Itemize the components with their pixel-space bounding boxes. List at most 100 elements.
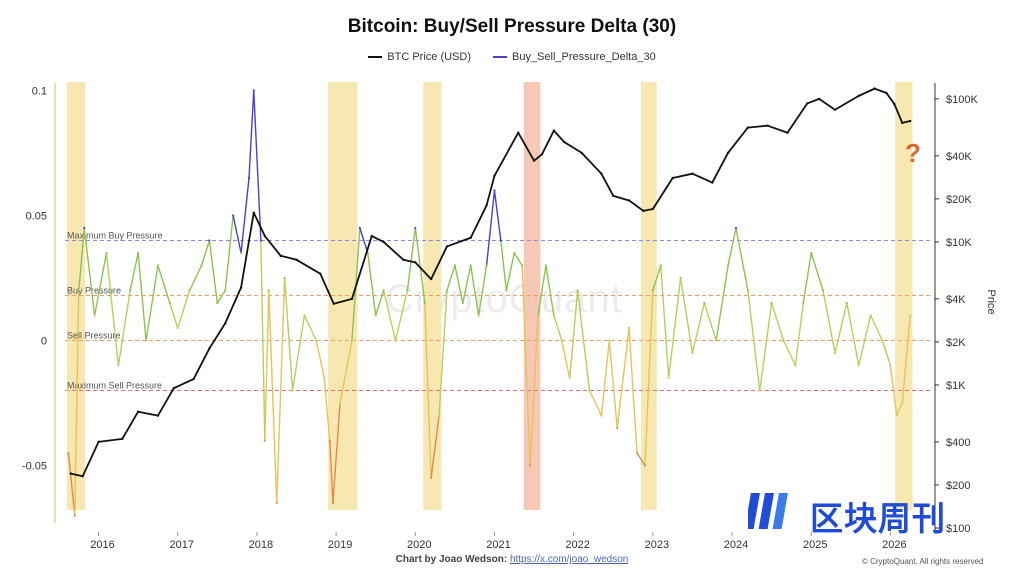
btc-price-point — [766, 124, 769, 127]
delta-series-segment — [896, 402, 903, 417]
delta-series-segment — [315, 339, 325, 379]
btc-price-point — [402, 258, 405, 262]
delta-series-point — [746, 289, 749, 292]
delta-series-segment — [276, 277, 286, 504]
delta-series-segment — [493, 189, 502, 242]
btc-price-point — [552, 129, 556, 132]
btc-price-point — [691, 172, 694, 175]
delta-series-segment — [339, 339, 353, 404]
delta-series-point — [544, 264, 548, 267]
delta-series-point — [889, 364, 892, 367]
x-axis-tick-label: 2023 — [645, 539, 669, 551]
legend-swatch-btc-price — [368, 56, 383, 58]
right-axis-title: Price — [985, 289, 997, 314]
delta-series-segment — [145, 264, 159, 342]
right-axis-tick-label: $100K — [946, 94, 978, 106]
delta-series-segment — [240, 177, 250, 254]
delta-series-segment — [834, 302, 848, 354]
btc-price-point — [651, 207, 655, 211]
delta-series-segment — [735, 227, 749, 292]
delta-series-segment — [406, 227, 416, 292]
delta-series-segment — [901, 314, 911, 404]
delta-series-point — [137, 251, 140, 255]
btc-price-point — [540, 153, 544, 156]
delta-series-point — [521, 264, 524, 267]
delta-series-segment — [446, 264, 456, 292]
delta-series-point — [291, 389, 294, 392]
delta-series-segment — [802, 252, 812, 304]
delta-series-point — [200, 264, 203, 267]
btc-price-point — [600, 172, 603, 175]
btc-price-point — [224, 322, 227, 325]
delta-series-point — [576, 289, 579, 292]
delta-series-point — [83, 226, 86, 230]
delta-series-point — [303, 314, 306, 317]
delta-series-segment — [747, 289, 761, 392]
x-axis-tick-label: 2016 — [90, 539, 114, 551]
delta-series-segment — [782, 339, 797, 367]
delta-series-segment — [323, 377, 331, 442]
delta-series-point — [529, 464, 532, 467]
x-axis-tick-label: 2024 — [724, 539, 748, 551]
delta-series-point — [252, 89, 255, 92]
delta-series-point — [406, 289, 409, 292]
delta-series-point — [328, 439, 331, 442]
delta-series-segment — [430, 414, 440, 479]
delta-series-point — [802, 301, 805, 305]
delta-series-point — [117, 364, 120, 367]
delta-series-segment — [477, 264, 488, 317]
delta-series-segment — [537, 264, 547, 317]
delta-series-segment — [414, 227, 426, 304]
delta-series-segment — [157, 264, 171, 304]
delta-series-point — [869, 314, 872, 317]
footer-link[interactable]: https://x.com/joao_wedson — [509, 554, 629, 565]
delta-series-point — [821, 289, 825, 292]
right-axis-tick-label: $4K — [946, 294, 966, 306]
legend-label-delta: Buy_Sell_Pressure_Delta_30 — [512, 51, 656, 63]
delta-series-segment — [375, 289, 385, 317]
btc-price-point — [350, 297, 354, 301]
delta-series-point — [667, 376, 670, 380]
delta-series-segment — [224, 214, 234, 292]
delta-series-point — [283, 276, 286, 280]
right-axis-tick-label: $2K — [946, 337, 966, 349]
delta-series-point — [263, 439, 266, 442]
delta-series-segment — [438, 289, 448, 417]
delta-series-segment — [703, 302, 717, 342]
delta-series-point — [782, 339, 785, 342]
btc-price-point — [627, 199, 631, 202]
btc-price-point — [445, 245, 449, 248]
delta-series-segment — [636, 452, 646, 467]
btc-price-point — [279, 254, 282, 257]
btc-price-point — [429, 277, 433, 281]
delta-series-segment — [628, 327, 638, 454]
delta-series-segment — [188, 264, 203, 292]
btc-price-point — [370, 234, 373, 238]
delta-series-segment — [137, 252, 147, 342]
delta-series-segment — [569, 289, 579, 379]
delta-series-segment — [600, 339, 610, 417]
delta-series-segment — [264, 289, 270, 442]
delta-series-point — [168, 301, 171, 305]
delta-series-segment — [846, 302, 860, 367]
delta-series-point — [833, 351, 837, 355]
delta-series-segment — [332, 402, 341, 504]
btc-price-point — [893, 102, 896, 106]
delta-series-point — [901, 401, 904, 405]
btc-price-point — [382, 240, 385, 244]
btc-price-point — [746, 126, 750, 129]
delta-series-point — [505, 289, 508, 292]
delta-series-segment — [727, 227, 737, 267]
delta-series-segment — [129, 252, 139, 292]
delta-series-point — [188, 289, 191, 292]
delta-series-point — [156, 264, 160, 267]
btc-price-point — [208, 347, 211, 350]
delta-series-segment — [715, 264, 729, 342]
delta-series-point — [895, 414, 898, 417]
delta-series-point — [232, 214, 235, 217]
highlight-band — [895, 82, 913, 510]
delta-series-segment — [810, 252, 824, 292]
delta-series-point — [485, 264, 488, 267]
delta-series-point — [691, 351, 694, 355]
